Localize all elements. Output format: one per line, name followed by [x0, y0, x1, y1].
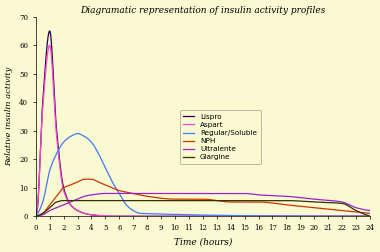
Glargine [92, 199, 96, 202]
Ultralente [162, 192, 166, 195]
Aspart [176, 215, 181, 218]
Line: Ultralente: Ultralente [36, 194, 370, 216]
Aspart [72, 207, 76, 210]
Line: Glargine: Glargine [36, 201, 370, 216]
Lispro [72, 207, 76, 210]
Y-axis label: Relative insulin activity: Relative insulin activity [6, 67, 14, 166]
NPH [176, 198, 181, 201]
Lispro [176, 215, 181, 218]
Aspart [325, 215, 330, 218]
Ultralente [103, 192, 108, 195]
Regular/Soluble [33, 215, 38, 218]
Ultralente [176, 192, 181, 195]
Regular/Soluble [92, 144, 96, 147]
Regular/Soluble [361, 215, 366, 218]
Lispro [92, 214, 96, 217]
Glargine [72, 199, 76, 202]
Aspart [361, 215, 366, 218]
Ultralente [71, 199, 76, 202]
NPH [325, 208, 330, 211]
Regular/Soluble [71, 133, 76, 136]
Lispro [162, 215, 166, 218]
Glargine [61, 199, 66, 202]
Lispro [368, 215, 372, 218]
NPH [71, 182, 76, 185]
Glargine [176, 199, 181, 202]
Title: Diagramatic representation of insulin activity profiles: Diagramatic representation of insulin ac… [80, 6, 326, 15]
Aspart [48, 44, 52, 47]
Regular/Soluble [162, 213, 166, 216]
NPH [92, 178, 96, 181]
NPH [162, 197, 166, 200]
X-axis label: Time (hours): Time (hours) [174, 237, 232, 246]
Aspart [33, 215, 38, 218]
Glargine [162, 199, 166, 202]
Line: Lispro: Lispro [36, 31, 370, 216]
Ultralente [325, 199, 330, 202]
Ultralente [368, 209, 372, 212]
Glargine [33, 215, 38, 218]
NPH [361, 211, 366, 214]
NPH [368, 212, 372, 215]
Lispro [361, 215, 366, 218]
Legend: Lispro, Aspart, Regular/Soluble, NPH, Ultralente, Glargine: Lispro, Aspart, Regular/Soluble, NPH, Ul… [180, 110, 261, 164]
Glargine [368, 215, 372, 218]
Ultralente [92, 193, 96, 196]
Lispro [48, 29, 52, 33]
Line: Aspart: Aspart [36, 45, 370, 216]
Glargine [325, 201, 330, 204]
Line: Regular/Soluble: Regular/Soluble [36, 134, 370, 216]
Aspart [368, 215, 372, 218]
Glargine [361, 212, 366, 215]
NPH [33, 215, 38, 218]
Regular/Soluble [75, 132, 80, 135]
Regular/Soluble [368, 215, 372, 218]
Lispro [325, 215, 330, 218]
NPH [82, 178, 87, 181]
Ultralente [33, 215, 38, 218]
Line: NPH: NPH [36, 179, 370, 216]
Ultralente [361, 208, 366, 211]
Aspart [162, 215, 166, 218]
Regular/Soluble [325, 215, 330, 218]
Regular/Soluble [176, 213, 181, 216]
Aspart [92, 213, 96, 216]
Lispro [33, 215, 38, 218]
